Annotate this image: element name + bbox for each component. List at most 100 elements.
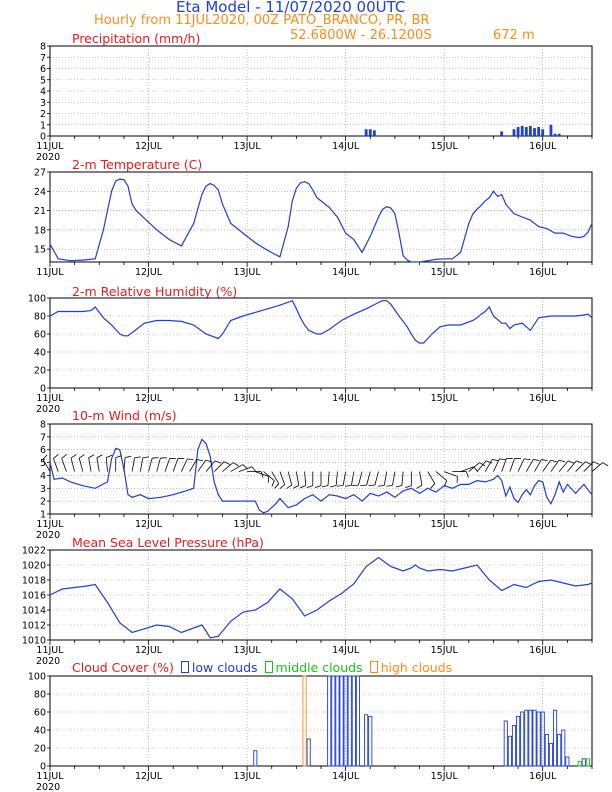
data-point <box>427 570 429 572</box>
data-point <box>369 235 371 237</box>
wind-barb-flag <box>550 459 557 463</box>
data-point <box>468 222 470 224</box>
wind-barb-staff <box>139 457 144 472</box>
wind-barb-staff <box>392 471 396 486</box>
panel-title-precipitation: Precipitation (mm/h) <box>72 31 201 46</box>
x-tick-label: 12JUL <box>135 267 163 278</box>
data-point <box>201 438 203 440</box>
wind-barb-flag <box>96 454 103 459</box>
data-point <box>480 313 482 315</box>
wind-barb-staff <box>164 458 171 472</box>
data-point <box>345 498 347 500</box>
cloud-bar-low <box>253 750 258 767</box>
data-point <box>529 219 531 221</box>
wind-barb <box>591 462 609 472</box>
y-tick-label: 8 <box>40 42 46 53</box>
data-point <box>513 213 515 215</box>
data-point <box>230 500 232 502</box>
data-point <box>398 232 400 234</box>
data-point <box>107 481 108 483</box>
wind-barb-staff <box>534 459 542 472</box>
wind-barb-flag <box>223 461 230 465</box>
data-point <box>439 326 441 328</box>
data-point <box>550 503 552 505</box>
data-point <box>300 317 301 319</box>
data-point <box>521 322 523 324</box>
wind-barb <box>164 458 177 472</box>
data-point <box>361 500 363 502</box>
data-point <box>583 483 585 485</box>
data-point <box>254 609 256 611</box>
data-point <box>410 333 412 335</box>
x-tick-label: 13JUL <box>234 771 262 782</box>
data-point <box>94 306 96 308</box>
x-tick-label: 14JUL <box>332 519 360 530</box>
cloud-bar-low <box>528 709 533 767</box>
data-point <box>558 481 560 483</box>
data-point <box>460 251 462 253</box>
cloud-bar-low <box>540 711 545 767</box>
legend-middle-swatch <box>264 661 273 673</box>
data-point <box>86 585 88 587</box>
data-point <box>304 324 306 326</box>
data-point <box>287 226 289 228</box>
precip-bar <box>537 127 541 136</box>
wind-barb <box>368 471 379 486</box>
y-tick-label: 40 <box>34 726 46 737</box>
wind-barb-staff <box>287 471 293 486</box>
cloud-bar-low <box>351 675 356 767</box>
data-point <box>488 579 490 581</box>
data-point <box>90 310 92 312</box>
wind-barb-flag <box>106 454 113 458</box>
wind-barb-staff <box>374 471 379 486</box>
precip-bar <box>516 127 520 136</box>
data-point <box>300 182 301 184</box>
data-point <box>378 495 379 497</box>
data-point <box>295 187 297 189</box>
y-tick-label: 80 <box>34 312 46 323</box>
panel-frame <box>49 675 593 767</box>
cloud-bar-low <box>306 738 311 767</box>
wind-barb-staff <box>61 458 67 472</box>
data-point <box>94 258 96 260</box>
y-tick-label: 1020 <box>22 561 46 572</box>
y-tick-label: 8 <box>40 420 46 431</box>
wind-barb-flag <box>293 485 299 489</box>
x-tick-label: 12JUL <box>135 519 163 530</box>
data-point <box>312 331 314 333</box>
wind-barb-flag <box>485 460 493 464</box>
x-year-label: 2020 <box>36 782 60 792</box>
data-point <box>554 232 556 234</box>
data-point <box>291 598 293 600</box>
data-point <box>320 333 322 335</box>
data-point <box>493 478 494 480</box>
chart-title: Eta Model - 11/07/2020 00UTC <box>176 0 406 16</box>
wind-barb-flag <box>533 459 540 462</box>
cloud-bar-low <box>355 675 361 767</box>
data-point <box>254 242 256 244</box>
wind-barb <box>567 460 583 472</box>
wind-barb <box>247 471 264 478</box>
data-point <box>230 620 232 622</box>
x-tick-label: 13JUL <box>234 519 262 530</box>
cloud-bar-low <box>516 716 521 767</box>
data-point <box>57 311 59 312</box>
station-elevation: 672 m <box>493 28 535 43</box>
x-tick-label: 13JUL <box>234 267 262 278</box>
data-point <box>583 235 585 237</box>
wind-barb-flag <box>395 485 402 488</box>
wind-barb-flag <box>499 458 506 461</box>
wind-barb-flag <box>205 459 213 463</box>
cloud-bar-low <box>544 734 549 767</box>
data-point <box>566 483 568 485</box>
wind-barb-staff <box>189 459 197 472</box>
data-point <box>275 503 277 505</box>
wind-barb <box>583 461 600 472</box>
wind-barb <box>468 462 486 472</box>
wind-barb-staff <box>53 458 59 472</box>
wind-barb-flag <box>42 454 48 460</box>
data-point <box>468 483 470 485</box>
x-tick-label: 15JUL <box>431 267 459 278</box>
data-point <box>546 228 548 230</box>
wind-barb-staff <box>517 458 525 472</box>
